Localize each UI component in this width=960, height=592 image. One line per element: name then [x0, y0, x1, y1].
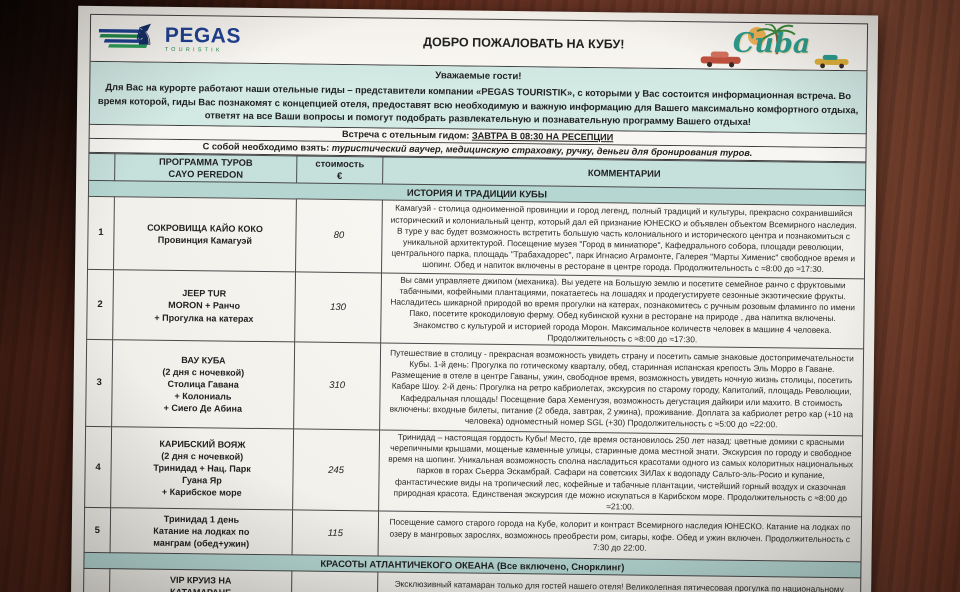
- tour-row-1: 1 СОКРОВИЩА КАЙО КОКО Провинция Камагуэй…: [87, 196, 866, 279]
- tour-price: 115: [292, 510, 379, 557]
- cuba-logo: Cuba: [699, 22, 860, 69]
- tour-price: 310: [293, 341, 381, 430]
- palm-tree-icon: [756, 22, 796, 55]
- tour-comment: Тринидад – настоящая гордость Кубы! Мест…: [378, 429, 863, 518]
- tour-name: VIP КРУИЗ НА КАТАМАРАНЕ Райские Острова …: [109, 568, 292, 592]
- pegasus-wing-icon: [138, 23, 152, 32]
- tour-price: 90: [291, 571, 378, 592]
- tour-name: СОКРОВИЩА КАЙО КОКО Провинция Камагуэй: [113, 196, 297, 272]
- header-price: стоимость €: [296, 155, 383, 184]
- tour-row-4: 4 КАРИБСКИЙ ВОЯЖ (2 дня с ночевкой) Трин…: [84, 426, 863, 518]
- brand-name: PEGAS: [164, 23, 242, 48]
- tour-number: 3: [85, 339, 113, 427]
- tour-comment: Вы сами управляете джипом (механика). Вы…: [380, 272, 865, 349]
- cuba-logo-text: Cuba: [732, 27, 811, 60]
- brand-subtitle: TOURISTIK: [164, 46, 223, 54]
- tours-table: ПРОГРАММА ТУРОВ CAYO PEREDON стоимость €…: [82, 153, 866, 592]
- tour-number: 2: [86, 269, 114, 340]
- tour-price: 130: [294, 271, 382, 343]
- pegas-stripes-icon: ♞: [98, 23, 155, 51]
- bring-label: С собой необходимо взять:: [202, 141, 332, 154]
- tour-name: ВАУ КУБА (2 дня с ночевкой) Столица Гава…: [111, 339, 295, 429]
- meeting-label: Встреча с отельным гидом:: [342, 129, 472, 141]
- header-program: ПРОГРАММА ТУРОВ CAYO PEREDON: [114, 153, 297, 183]
- pegas-logo: ♞ PEGAS TOURISTIK: [98, 21, 309, 58]
- tour-number: 1: [87, 196, 115, 270]
- tour-comment: Путешествие в столицу - прекрасная возмо…: [379, 342, 864, 436]
- tour-row-2: 2 JEEP TUR MORON + Ранчо + Прогулка на к…: [86, 269, 865, 349]
- cuba-logo-art: [700, 22, 849, 69]
- greeting-body: Для Вас на курорте работают наши отельны…: [97, 81, 859, 128]
- yellow-vintage-car-icon: [814, 54, 849, 69]
- tour-name: JEEP TUR MORON + Ранчо + Прогулка на кат…: [112, 269, 296, 342]
- tour-number: 6: [83, 568, 110, 592]
- sun-icon: [747, 27, 766, 46]
- tour-number: 5: [84, 507, 111, 553]
- tour-name: КАРИБСКИЙ ВОЯЖ (2 дня с ночевкой) Тринид…: [110, 426, 294, 511]
- pegasus-horse-icon: ♞: [133, 23, 155, 50]
- tour-comment: Камагуэй - столица одноименной провинции…: [381, 199, 866, 279]
- tour-price: 245: [292, 428, 380, 512]
- meeting-time: ЗАВТРА В 08:30 НА РЕСЕПЦИИ: [471, 130, 614, 143]
- paper-document: ♞ PEGAS TOURISTIK ДОБРО ПОЖАЛОВАТЬ НА КУ…: [70, 5, 879, 592]
- tour-number: 4: [84, 426, 112, 508]
- greeting-box: Уважаемые гости! Для Вас на курорте рабо…: [88, 61, 868, 135]
- header-number-cell: [88, 153, 115, 181]
- document-header: ♞ PEGAS TOURISTIK ДОБРО ПОЖАЛОВАТЬ НА КУ…: [89, 13, 869, 72]
- welcome-title: ДОБРО ПОЖАЛОВАТЬ НА КУБУ!: [423, 34, 625, 52]
- tour-comment: Посещение самого старого города на Кубе,…: [378, 511, 862, 563]
- red-vintage-car-icon: [700, 51, 741, 68]
- tour-row-3: 3 ВАУ КУБА (2 дня с ночевкой) Столица Га…: [85, 339, 864, 436]
- tour-price: 80: [295, 198, 383, 273]
- tour-name: Тринидад 1 день Катание на лодках по ман…: [110, 507, 293, 556]
